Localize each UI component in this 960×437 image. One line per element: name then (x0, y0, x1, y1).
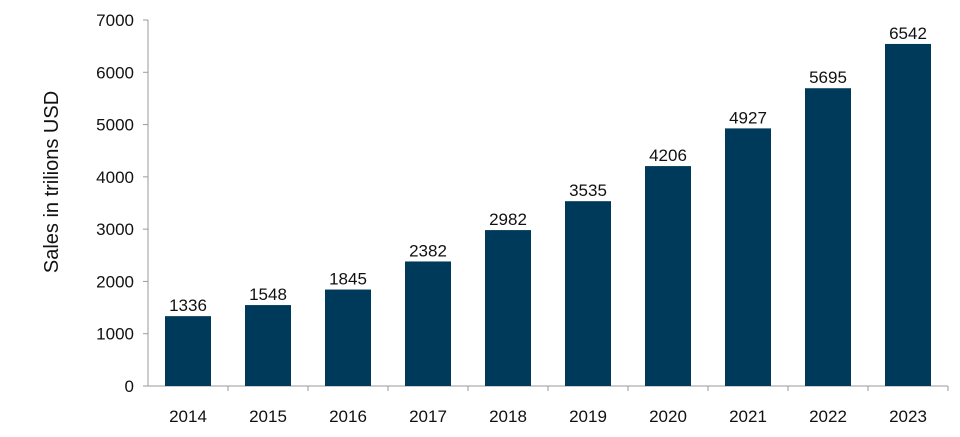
y-tick-label: 7000 (96, 11, 134, 30)
bar-2016 (325, 289, 371, 386)
x-tick-label-2022: 2022 (809, 407, 847, 426)
data-label-2020: 4206 (649, 146, 687, 165)
data-label-2019: 3535 (569, 181, 607, 200)
bar-2021 (725, 128, 771, 386)
data-label-2023: 6542 (889, 24, 927, 43)
data-label-2018: 2982 (489, 210, 527, 229)
bar-2023 (885, 43, 931, 386)
x-axis: 2014 2015 2016 2017 2018 2019 2020 2021 2022 2023 (148, 385, 949, 426)
data-label-2017: 2382 (409, 241, 447, 260)
y-tick-label: 0 (125, 377, 134, 396)
bar-2019 (565, 201, 611, 386)
bar-2022 (805, 88, 851, 387)
x-tick-label-2023: 2023 (889, 407, 927, 426)
x-tick-label-2014: 2014 (169, 407, 207, 426)
x-tick-label-2021: 2021 (729, 407, 767, 426)
x-tick-label-2018: 2018 (489, 407, 527, 426)
bar-2014 (165, 316, 211, 386)
y-axis: 0 1000 2000 3000 4000 5000 6000 7000 (96, 11, 149, 396)
bar-2017 (405, 261, 451, 386)
data-label-2016: 1845 (329, 270, 367, 289)
x-tick-label-2016: 2016 (329, 407, 367, 426)
bar-2015 (245, 305, 291, 386)
bar-2018 (485, 230, 531, 386)
y-tick-label: 4000 (96, 168, 134, 187)
data-label-2015: 1548 (249, 285, 287, 304)
data-labels: 1336 1548 1845 2382 2982 3535 4206 4927 5695 6542 (169, 24, 927, 315)
bars (165, 43, 931, 387)
x-tick-label-2020: 2020 (649, 407, 687, 426)
data-label-2022: 5695 (809, 68, 847, 87)
x-tick-label-2019: 2019 (569, 407, 607, 426)
y-tick-label: 5000 (96, 116, 134, 135)
y-tick-label: 1000 (96, 325, 134, 344)
data-label-2021: 4927 (729, 108, 767, 127)
y-tick-label: 3000 (96, 220, 134, 239)
bar-2020 (645, 166, 691, 386)
x-tick-label-2017: 2017 (409, 407, 447, 426)
x-tick-label-2015: 2015 (249, 407, 287, 426)
data-label-2014: 1336 (169, 296, 207, 315)
y-tick-label: 2000 (96, 272, 134, 291)
y-tick-label: 6000 (96, 63, 134, 82)
y-axis-title: Sales in trilions USD (41, 91, 63, 273)
